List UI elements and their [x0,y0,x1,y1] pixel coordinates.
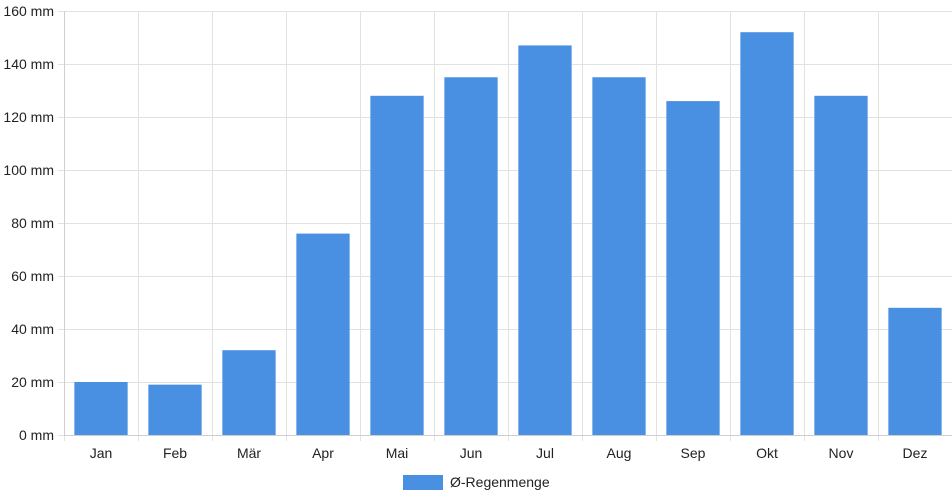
bar-jan[interactable] [74,382,128,435]
grid-lines [58,11,952,441]
x-tick-label: Jun [460,445,483,461]
bar-aug[interactable] [592,77,646,435]
y-tick-label: 120 mm [3,109,54,125]
x-tick-label: Mär [237,445,261,461]
y-tick-label: 140 mm [3,56,54,72]
x-tick-label: Apr [312,445,334,461]
x-tick-label: Feb [163,445,187,461]
bar-dez[interactable] [888,307,942,435]
bar-feb[interactable] [148,384,202,435]
x-tick-label: Jul [536,445,554,461]
y-tick-label: 100 mm [3,162,54,178]
bar-apr[interactable] [296,233,350,435]
x-tick-label: Nov [829,445,854,461]
legend[interactable]: Ø-Regenmenge [403,474,550,490]
x-axis-ticks: Jan Feb Mär Apr Mai Jun Jul Aug Sep Okt Nov Dez [90,445,928,461]
legend-swatch[interactable] [403,475,443,490]
y-axis-ticks: 0 mm 20 mm 40 mm 60 mm 80 mm 100 mm 120 mm 140 … [3,3,54,443]
x-tick-label: Sep [681,445,706,461]
axes [64,11,952,436]
y-tick-label: 160 mm [3,3,54,19]
x-tick-label: Aug [607,445,632,461]
y-tick-label: 20 mm [11,374,54,390]
x-tick-label: Dez [903,445,928,461]
x-tick-label: Okt [756,445,778,461]
x-tick-label: Mai [386,445,409,461]
bar-mai[interactable] [370,95,424,436]
y-tick-label: 80 mm [11,215,54,231]
bars [74,32,942,436]
legend-label[interactable]: Ø-Regenmenge [450,474,550,490]
bar-jun[interactable] [444,77,498,435]
bar-okt[interactable] [740,32,794,435]
x-tick-label: Jan [90,445,113,461]
bar-sep[interactable] [666,101,720,435]
bar-jul[interactable] [518,45,572,435]
y-tick-label: 60 mm [11,268,54,284]
y-tick-label: 40 mm [11,321,54,337]
bar-nov[interactable] [814,95,868,436]
y-tick-label: 0 mm [19,427,54,443]
bar-mär[interactable] [222,350,276,435]
